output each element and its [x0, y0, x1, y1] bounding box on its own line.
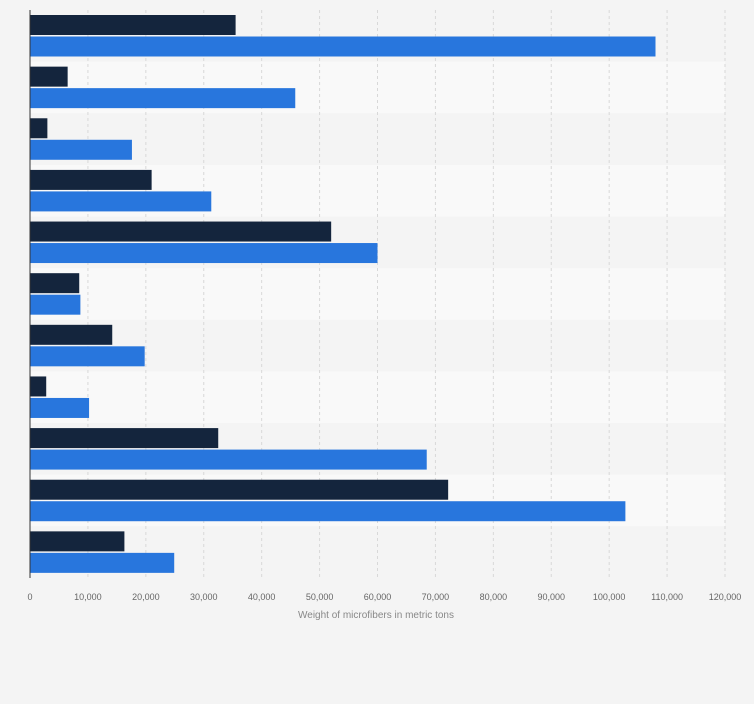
- row-band: [30, 113, 725, 165]
- x-tick-label: 0: [27, 592, 32, 602]
- bar-series-1[interactable]: [30, 118, 48, 139]
- bar-series-2[interactable]: [30, 88, 296, 109]
- x-tick-label: 70,000: [422, 592, 450, 602]
- bar-series-1[interactable]: [30, 479, 449, 500]
- bar-series-1[interactable]: [30, 324, 113, 345]
- bars: [30, 15, 656, 573]
- bar-series-1[interactable]: [30, 66, 68, 87]
- x-axis-label: Weight of microfibers in metric tons: [298, 610, 454, 621]
- bar-series-2[interactable]: [30, 449, 427, 470]
- x-tick-label: 30,000: [190, 592, 218, 602]
- x-tick-label: 10,000: [74, 592, 102, 602]
- bar-series-1[interactable]: [30, 531, 125, 552]
- bar-series-2[interactable]: [30, 191, 212, 212]
- bar-series-1[interactable]: [30, 376, 47, 397]
- bar-series-2[interactable]: [30, 243, 378, 264]
- row-band: [30, 371, 725, 424]
- x-tick-label: 90,000: [537, 592, 565, 602]
- bar-series-2[interactable]: [30, 552, 175, 573]
- bar-series-2[interactable]: [30, 397, 90, 418]
- bar-series-2[interactable]: [30, 294, 81, 315]
- bar-series-2[interactable]: [30, 36, 656, 57]
- bar-series-2[interactable]: [30, 346, 145, 367]
- bar-series-1[interactable]: [30, 221, 332, 242]
- x-tick-label: 100,000: [593, 592, 626, 602]
- bar-series-2[interactable]: [30, 139, 132, 160]
- bar-series-1[interactable]: [30, 273, 80, 294]
- bar-series-1[interactable]: [30, 15, 236, 35]
- bar-series-1[interactable]: [30, 428, 219, 449]
- bar-series-1[interactable]: [30, 169, 152, 190]
- x-tick-label: 80,000: [480, 592, 508, 602]
- x-axis: 0 10,000 20,000 30,000 40,000 50,000 60,000 70,…: [27, 10, 741, 602]
- x-tick-label: 40,000: [248, 592, 276, 602]
- x-tick-label: 50,000: [306, 592, 334, 602]
- x-tick-label: 60,000: [364, 592, 392, 602]
- x-tick-label: 110,000: [651, 592, 683, 602]
- x-tick-label: 20,000: [132, 592, 160, 602]
- gridlines: [87, 10, 726, 578]
- bar-series-2[interactable]: [30, 501, 626, 522]
- x-tick-label: 120,000: [709, 592, 742, 602]
